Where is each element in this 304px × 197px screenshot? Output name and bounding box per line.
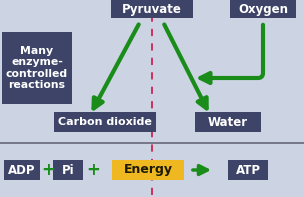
Text: Carbon dioxide: Carbon dioxide — [58, 117, 152, 127]
FancyBboxPatch shape — [53, 160, 83, 180]
Text: Water: Water — [208, 115, 248, 128]
Text: Many
enzyme-
controlled
reactions: Many enzyme- controlled reactions — [6, 46, 68, 90]
FancyBboxPatch shape — [230, 0, 296, 18]
FancyBboxPatch shape — [2, 32, 72, 104]
FancyBboxPatch shape — [54, 112, 156, 132]
Text: Oxygen: Oxygen — [238, 3, 288, 16]
FancyBboxPatch shape — [4, 160, 40, 180]
Text: Pi: Pi — [62, 164, 74, 177]
Text: +: + — [86, 161, 100, 179]
FancyBboxPatch shape — [195, 112, 261, 132]
Text: ADP: ADP — [8, 164, 36, 177]
FancyBboxPatch shape — [228, 160, 268, 180]
Text: Energy: Energy — [123, 164, 172, 177]
Text: ATP: ATP — [236, 164, 261, 177]
Text: Pyruvate: Pyruvate — [122, 3, 182, 16]
Text: +: + — [41, 161, 55, 179]
FancyBboxPatch shape — [111, 0, 193, 18]
FancyBboxPatch shape — [112, 160, 184, 180]
